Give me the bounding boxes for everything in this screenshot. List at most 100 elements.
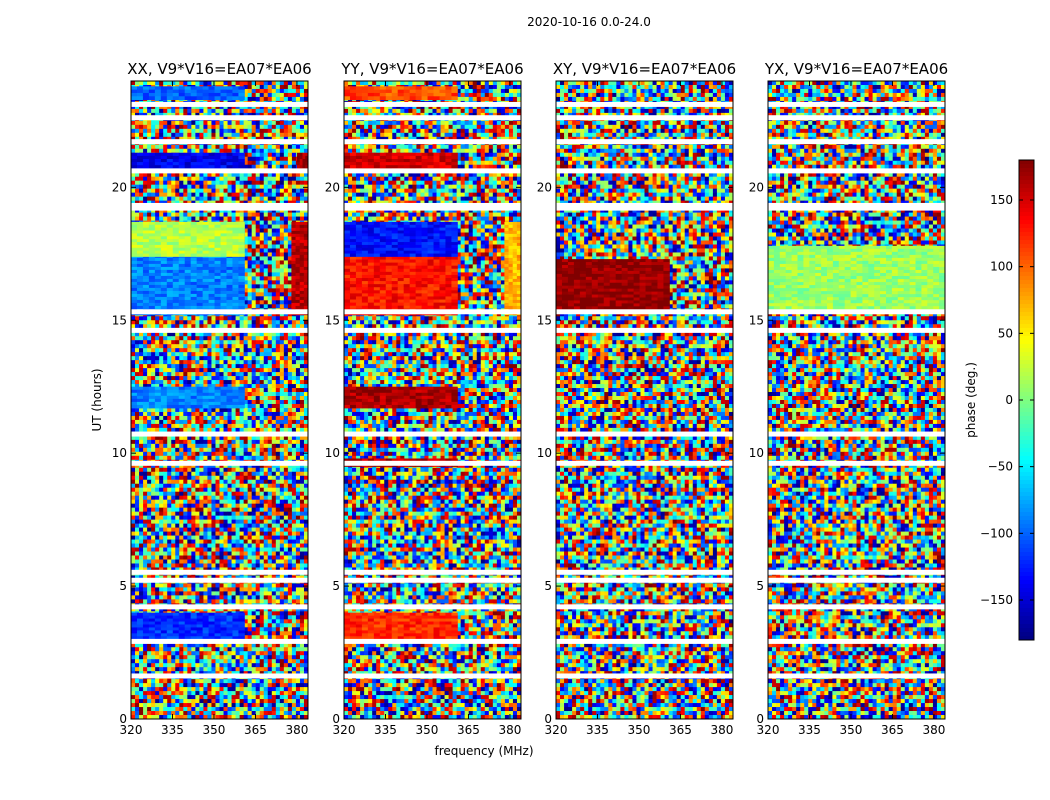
colorbar-tick-label: −100	[980, 526, 1013, 540]
y-tick-label: 15	[325, 313, 340, 327]
colorbar-segment	[1019, 380, 1034, 385]
colorbar-segment	[1019, 592, 1034, 597]
flagged-row	[556, 205, 733, 211]
colorbar-segment	[1019, 620, 1034, 625]
colorbar-segment	[1019, 172, 1034, 177]
colorbar-segment	[1019, 180, 1034, 185]
colorbar-segment	[1019, 612, 1034, 617]
flagged-row	[131, 577, 308, 583]
x-tick-label: 380	[922, 723, 945, 737]
colorbar-segment	[1019, 424, 1034, 429]
colorbar-segment	[1019, 332, 1034, 337]
flagged-row	[768, 460, 945, 466]
flagged-row	[768, 604, 945, 610]
colorbar-segment	[1019, 552, 1034, 557]
colorbar-segment	[1019, 336, 1034, 341]
colorbar-segment	[1019, 212, 1034, 217]
colorbar-segment	[1019, 428, 1034, 433]
colorbar-segment	[1019, 544, 1034, 549]
colorbar-segment	[1019, 276, 1034, 281]
colorbar-segment	[1019, 524, 1034, 529]
colorbar-segment	[1019, 204, 1034, 209]
colorbar-segment	[1019, 396, 1034, 401]
flagged-row	[344, 168, 521, 174]
colorbar-segment	[1019, 440, 1034, 445]
colorbar-segment	[1019, 420, 1034, 425]
colorbar-segment	[1019, 356, 1034, 361]
colorbar-segment	[1019, 284, 1034, 289]
colorbar-segment	[1019, 464, 1034, 469]
flagged-row	[344, 460, 521, 466]
y-tick-label: 15	[112, 313, 127, 327]
y-tick-label: 10	[112, 446, 127, 460]
colorbar-segment	[1019, 584, 1034, 589]
colorbar-segment	[1019, 476, 1034, 481]
y-tick-label: 0	[544, 712, 552, 726]
y-tick-label: 5	[544, 579, 552, 593]
x-tick-label: 350	[628, 723, 651, 737]
y-axis-label: UT (hours)	[90, 368, 104, 431]
flagged-row	[344, 205, 521, 211]
flagged-row	[768, 673, 945, 679]
y-tick-label: 5	[119, 579, 127, 593]
x-tick-label: 380	[710, 723, 733, 737]
flagged-row	[131, 431, 308, 437]
y-tick-label: 20	[112, 180, 127, 194]
colorbar-segment	[1019, 260, 1034, 265]
colorbar-tick-label: 50	[998, 326, 1013, 340]
y-tick-label: 0	[119, 712, 127, 726]
flagged-row	[344, 101, 521, 107]
colorbar-segment	[1019, 248, 1034, 253]
colorbar-segment	[1019, 264, 1034, 269]
colorbar-segment	[1019, 164, 1034, 169]
phase-region	[344, 86, 458, 101]
colorbar-segment	[1019, 516, 1034, 521]
colorbar-segment	[1019, 572, 1034, 577]
flagged-row	[556, 673, 733, 679]
flagged-row	[344, 673, 521, 679]
y-tick-label: 5	[756, 579, 764, 593]
figure-title: 2020-10-16 0.0-24.0	[527, 15, 651, 29]
colorbar-tick-label: 150	[990, 193, 1013, 207]
phase-region	[344, 221, 458, 257]
colorbar-segment	[1019, 292, 1034, 297]
colorbar-segment	[1019, 624, 1034, 629]
colorbar-segment	[1019, 244, 1034, 249]
flagged-row	[556, 202, 733, 208]
y-tick-label: 15	[749, 313, 764, 327]
colorbar-segment	[1019, 616, 1034, 621]
x-tick-label: 335	[586, 723, 609, 737]
x-tick-label: 350	[840, 723, 863, 737]
flagged-row	[344, 309, 521, 315]
phase-region	[131, 386, 245, 409]
flagged-row	[556, 460, 733, 466]
colorbar-tick-label: −150	[980, 593, 1013, 607]
colorbar-segment	[1019, 228, 1034, 233]
panel-frame	[343, 80, 522, 720]
colorbar-segment	[1019, 496, 1034, 501]
colorbar-segment	[1019, 296, 1034, 301]
colorbar-segment	[1019, 436, 1034, 441]
phase-noise	[556, 81, 733, 719]
colorbar-segment	[1019, 324, 1034, 329]
flagged-row	[768, 638, 945, 644]
flagged-row	[768, 101, 945, 107]
flagged-row	[131, 673, 308, 679]
colorbar-segment	[1019, 596, 1034, 601]
colorbar-segment	[1019, 416, 1034, 421]
colorbar-segment	[1019, 604, 1034, 609]
panel-title: YX, V9*V16=EA07*EA06	[764, 60, 948, 78]
colorbar-segment	[1019, 568, 1034, 573]
colorbar-tick-label: 0	[1005, 393, 1013, 407]
colorbar-segment	[1019, 560, 1034, 565]
panel-frame	[130, 80, 309, 720]
y-tick-label: 15	[537, 313, 552, 327]
colorbar-segment	[1019, 344, 1034, 349]
y-tick-label: 10	[325, 446, 340, 460]
colorbar-segment	[1019, 220, 1034, 225]
colorbar-segment	[1019, 472, 1034, 477]
flagged-row	[131, 604, 308, 610]
flagged-row	[131, 202, 308, 208]
colorbar-segment	[1019, 408, 1034, 413]
